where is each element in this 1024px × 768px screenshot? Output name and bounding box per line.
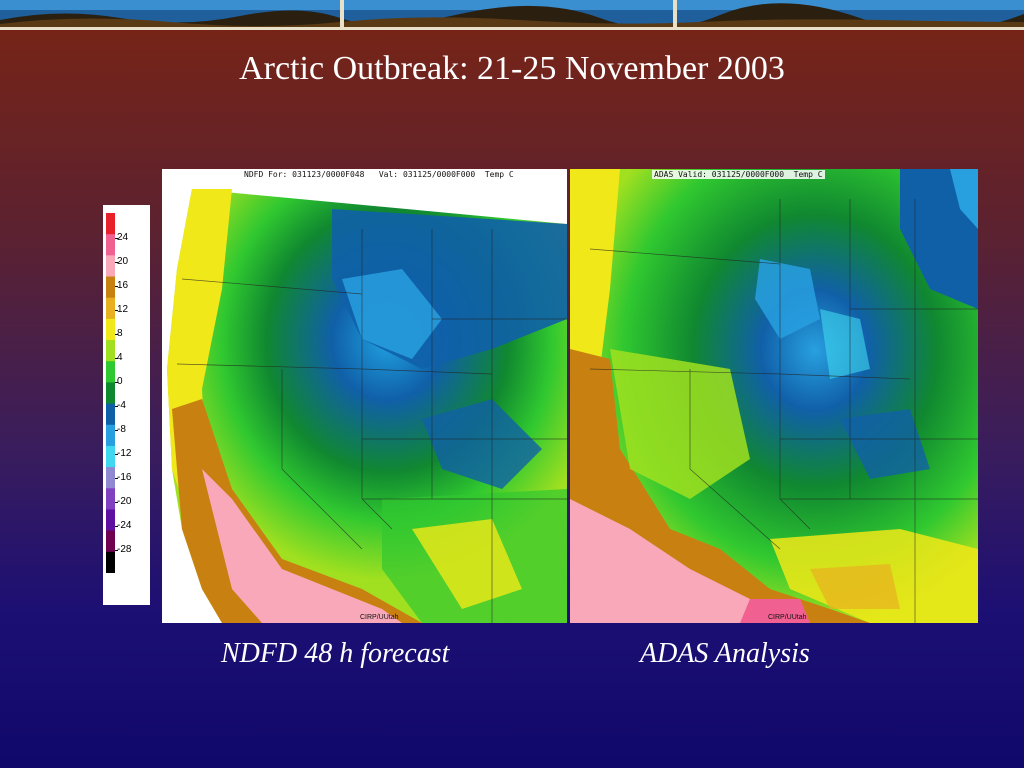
legend-tick <box>115 526 118 527</box>
legend-swatch <box>106 403 115 426</box>
ndfd-forecast-map: NDFD For: 031123/0000F048 Val: 031125/00… <box>162 169 567 623</box>
legend-tick-label: -8 <box>117 424 126 435</box>
legend-swatch <box>106 297 115 320</box>
adas-analysis-map: ADAS Valid: 031125/0000F000 Temp C CIRP/… <box>570 169 978 623</box>
legend-color-bar <box>106 213 115 573</box>
legend-tick <box>115 454 118 455</box>
legend-swatch <box>106 213 115 235</box>
legend-tick <box>115 430 118 431</box>
legend-tick-label: 16 <box>117 280 129 291</box>
legend-tick-label: -24 <box>117 520 132 531</box>
legend-tick-label: -12 <box>117 448 132 459</box>
legend-tick-label: 12 <box>117 304 129 315</box>
legend-swatch <box>106 488 115 510</box>
legend-tick-label: -28 <box>117 544 132 555</box>
legend-tick <box>115 262 118 263</box>
ndfd-map-credit: CIRP/UUtah <box>360 614 399 621</box>
legend-tick <box>115 550 118 551</box>
legend-tick-label: 24 <box>117 232 129 243</box>
adas-caption: ADAS Analysis <box>640 638 810 669</box>
legend-tick <box>115 238 118 239</box>
legend-tick <box>115 478 118 479</box>
legend-swatch <box>106 318 115 341</box>
legend-tick-label: -4 <box>117 400 126 411</box>
ndfd-caption: NDFD 48 h forecast <box>221 638 450 669</box>
legend-swatch <box>106 445 115 468</box>
legend-swatch <box>106 382 115 405</box>
legend-tick <box>115 382 118 383</box>
slide-title: Arctic Outbreak: 21-25 November 2003 <box>239 50 785 87</box>
legend-tick <box>115 406 118 407</box>
temperature-legend: 24 20 16 12 8 4 0 -4 -8 -12 -16 -20 -24 -28 <box>103 205 150 605</box>
legend-tick-label: 8 <box>117 328 123 339</box>
legend-tick <box>115 310 118 311</box>
adas-map-credit: CIRP/UUtah <box>768 614 807 621</box>
legend-swatch <box>106 340 115 362</box>
legend-swatch <box>106 276 115 299</box>
ndfd-temperature-field <box>162 169 567 623</box>
legend-tick <box>115 286 118 287</box>
legend-swatch <box>106 234 115 256</box>
adas-map-header: ADAS Valid: 031125/0000F000 Temp C <box>652 170 825 179</box>
legend-tick-label: -20 <box>117 496 132 507</box>
legend-swatch <box>106 255 115 278</box>
ndfd-map-header: NDFD For: 031123/0000F048 Val: 031125/00… <box>242 170 516 179</box>
legend-tick-label: 0 <box>117 376 123 387</box>
legend-tick <box>115 502 118 503</box>
legend-tick-label: 20 <box>117 256 129 267</box>
legend-swatch <box>106 551 115 573</box>
legend-tick <box>115 334 118 335</box>
adas-temperature-field <box>570 169 978 623</box>
legend-tick <box>115 358 118 359</box>
legend-swatch <box>106 424 115 447</box>
legend-swatch <box>106 467 115 489</box>
legend-swatch <box>106 361 115 383</box>
legend-swatch <box>106 509 115 532</box>
legend-swatch <box>106 530 115 553</box>
top-banner <box>0 0 1024 30</box>
legend-tick-label: -16 <box>117 472 132 483</box>
legend-tick-label: 4 <box>117 352 123 363</box>
